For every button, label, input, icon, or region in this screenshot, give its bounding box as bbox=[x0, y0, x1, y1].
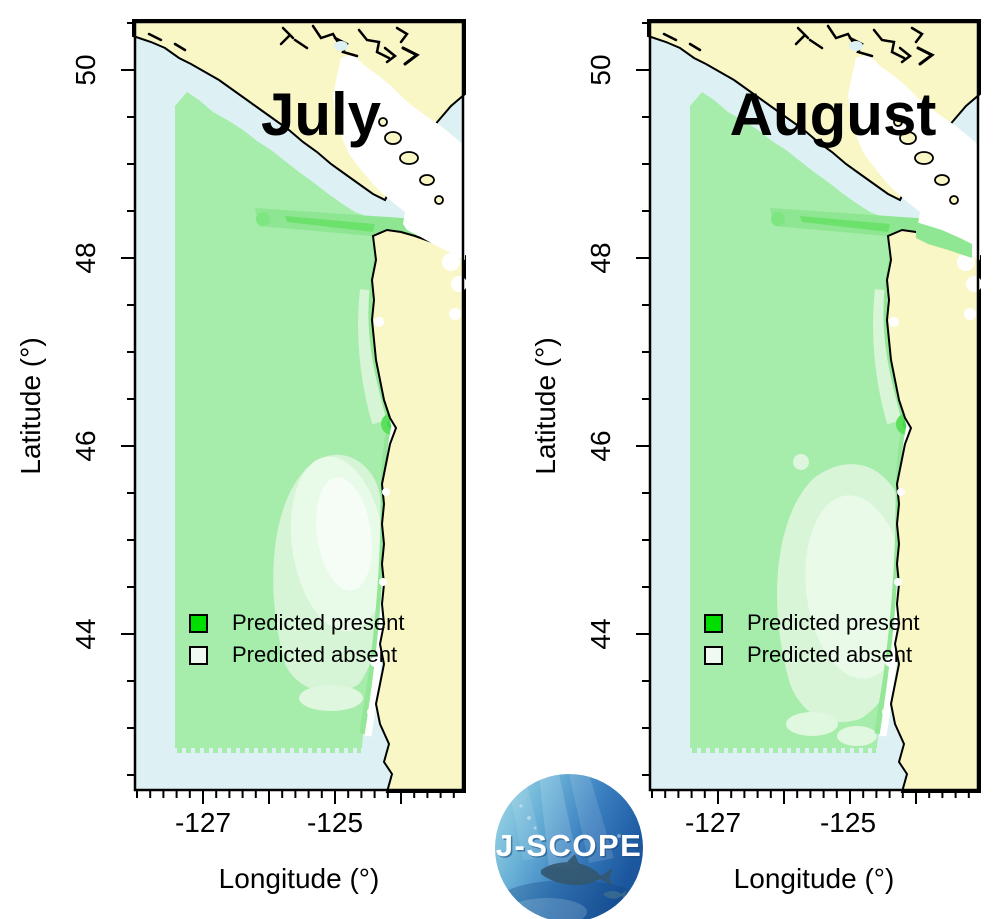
strait-band-july bbox=[255, 208, 417, 241]
bubbles bbox=[519, 804, 621, 838]
fish-fin-icon bbox=[567, 854, 579, 864]
y-axis-ticks bbox=[636, 22, 649, 776]
light-rays bbox=[509, 774, 614, 868]
strait-band-august bbox=[770, 208, 932, 241]
y-tick-label: 46 bbox=[585, 430, 616, 461]
x-axis-label: Longitude (°) bbox=[219, 863, 380, 894]
panel-august: August 50 48 46 44 -127 -125 Latitude (°… bbox=[530, 20, 982, 894]
legend-swatch-present bbox=[704, 614, 723, 633]
logo-label: J-SCOPE bbox=[496, 828, 643, 863]
legend-label-absent: Predicted absent bbox=[747, 642, 912, 667]
small-fish-icon bbox=[603, 890, 627, 900]
x-axis-ticks bbox=[651, 791, 970, 804]
y-tick-label: 48 bbox=[70, 242, 101, 273]
x-axis-label: Longitude (°) bbox=[734, 863, 895, 894]
legend-swatch-present bbox=[189, 614, 208, 633]
x-tick-label: -125 bbox=[307, 807, 363, 838]
x-tick-label: -127 bbox=[175, 807, 231, 838]
legend-label-absent: Predicted absent bbox=[232, 642, 397, 667]
jscope-logo: J-SCOPE J-SCOPE bbox=[495, 774, 644, 919]
strait-band-extension bbox=[916, 222, 972, 258]
y-axis-label: Latitude (°) bbox=[15, 337, 46, 474]
y-tick-label: 50 bbox=[70, 54, 101, 85]
legend-swatch-absent bbox=[189, 646, 208, 665]
x-tick-label: -125 bbox=[820, 807, 876, 838]
legend-label-present: Predicted present bbox=[232, 610, 404, 635]
panel-july: July 50 48 46 44 -127 -125 Latitude (°) … bbox=[15, 20, 467, 894]
legend-swatch-absent bbox=[704, 646, 723, 665]
y-tick-label: 44 bbox=[585, 618, 616, 649]
y-tick-label: 46 bbox=[70, 430, 101, 461]
absent-probability-patches-july bbox=[273, 289, 388, 711]
y-tick-label: 50 bbox=[585, 54, 616, 85]
fish-icon bbox=[541, 862, 613, 886]
y-tick-label: 48 bbox=[585, 242, 616, 273]
legend-label-present: Predicted present bbox=[747, 610, 919, 635]
legend: Predicted present Predicted absent bbox=[189, 610, 404, 667]
seafloor-glow bbox=[507, 898, 587, 919]
x-tick-label: -127 bbox=[685, 807, 741, 838]
panel-title: August bbox=[730, 81, 937, 148]
y-axis-ticks bbox=[121, 22, 134, 776]
y-tick-label: 44 bbox=[70, 618, 101, 649]
y-axis-label: Latitude (°) bbox=[530, 337, 561, 474]
legend: Predicted present Predicted absent bbox=[704, 610, 919, 667]
absent-probability-patches-august bbox=[777, 289, 907, 746]
x-axis-ticks bbox=[136, 791, 455, 804]
panel-title: July bbox=[261, 81, 382, 148]
logo-label-shadow: J-SCOPE bbox=[497, 830, 644, 865]
